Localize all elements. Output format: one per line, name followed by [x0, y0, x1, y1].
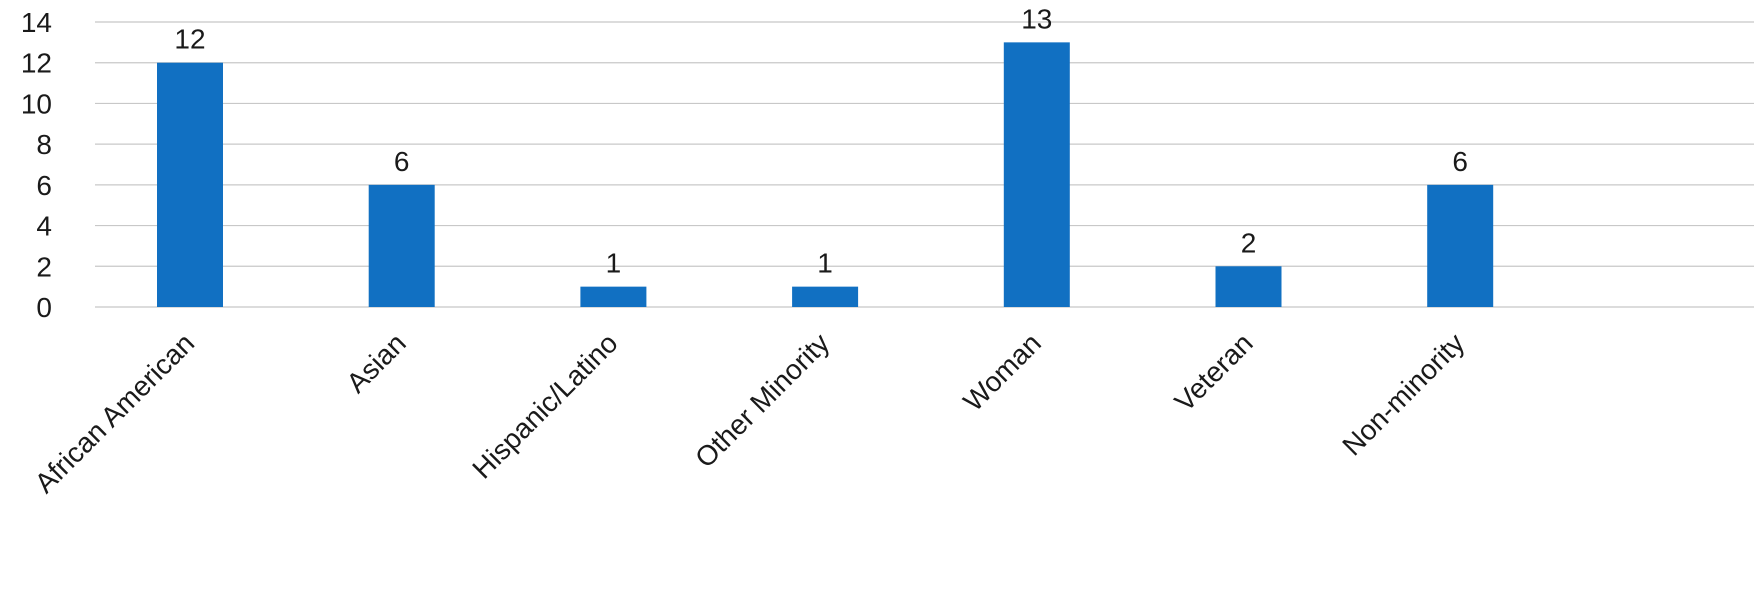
- y-tick-label: 10: [21, 88, 52, 119]
- data-label: 6: [1452, 146, 1468, 177]
- bar-5: [1003, 42, 1070, 307]
- data-label: 1: [606, 248, 622, 279]
- category-label: Other Minority: [689, 327, 835, 473]
- gridlines: [95, 21, 1754, 308]
- data-label: 12: [174, 24, 205, 55]
- bars: [157, 42, 1494, 307]
- data-label: 13: [1021, 3, 1052, 34]
- y-tick-label: 0: [36, 292, 52, 323]
- bar-6: [1215, 266, 1282, 307]
- y-tick-label: 2: [36, 251, 52, 282]
- data-label: 1: [817, 248, 833, 279]
- y-tick-label: 8: [36, 129, 52, 160]
- bar-2: [368, 184, 435, 307]
- data-label: 2: [1241, 227, 1257, 258]
- data-labels: 12 6 1 1 13 2 6: [174, 3, 1468, 278]
- bar-1: [157, 62, 223, 307]
- y-tick-label: 12: [21, 48, 52, 79]
- y-axis-tick-labels: 0 2 4 6 8 10 12 14: [21, 7, 52, 323]
- category-label: African American: [29, 327, 201, 499]
- x-axis-category-labels: African American Asian Hispanic/Latino Othe…: [29, 327, 1471, 499]
- category-label: Hispanic/Latino: [466, 327, 623, 484]
- category-label: Non-minority: [1336, 327, 1470, 461]
- y-tick-label: 6: [36, 170, 52, 201]
- category-label: Woman: [957, 327, 1047, 417]
- y-tick-label: 4: [36, 211, 52, 242]
- bar-7: [1427, 184, 1494, 307]
- category-label: Veteran: [1169, 327, 1259, 417]
- data-label: 6: [394, 146, 410, 177]
- category-label: Asian: [340, 327, 411, 398]
- bar-3: [580, 286, 647, 307]
- bar-4: [792, 286, 859, 307]
- y-tick-label: 14: [21, 7, 52, 38]
